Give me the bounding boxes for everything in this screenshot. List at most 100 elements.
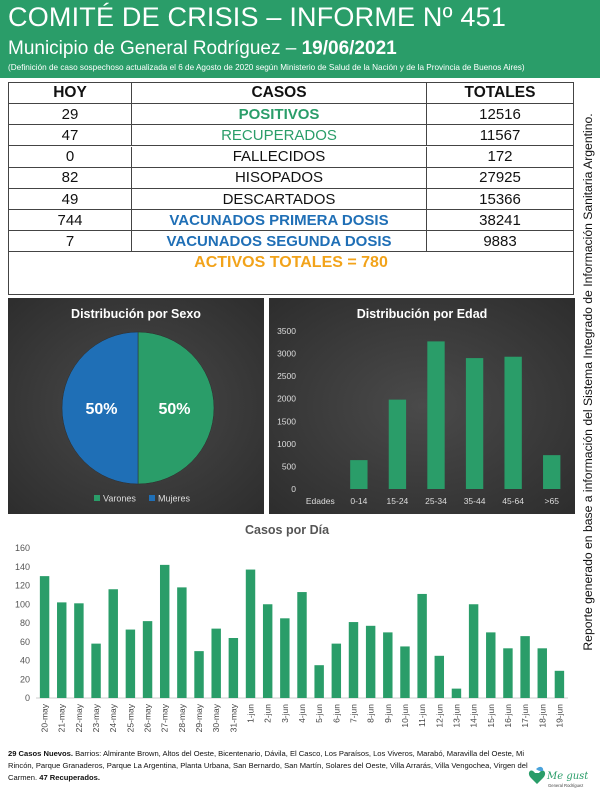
row-case-label: FALLECIDOS [132, 146, 427, 167]
report-header: COMITÉ DE CRISIS – INFORME Nº 451 Munici… [0, 0, 600, 78]
daily-bar [177, 587, 187, 698]
daily-bar [348, 622, 359, 698]
age-distribution-panel: Distribución por Edad 0 500 1000 1500 2000 250… [269, 298, 575, 514]
daily-date-label: 16-jun [503, 704, 513, 728]
daily-date-label: 9-jun [383, 704, 393, 723]
definition-note: (Definición de caso sospechoso actualiza… [8, 63, 525, 72]
row-total-value: 11567 [479, 126, 521, 144]
daily-y-tick: 60 [20, 637, 30, 647]
table-row: 0 FALLECIDOS 172 [9, 146, 573, 168]
row-case-label: POSITIVOS [132, 104, 427, 125]
daily-y-tick: 0 [25, 693, 30, 703]
daily-bar [297, 592, 307, 698]
daily-y-tick: 160 [15, 543, 30, 553]
daily-bar [400, 646, 410, 698]
age-bar [465, 358, 484, 489]
daily-date-label: 13-jun [451, 704, 461, 728]
daily-bar [262, 604, 273, 698]
daily-bar [74, 603, 84, 698]
daily-date-label: 28-may [177, 703, 187, 732]
age-y-tick: 3500 [277, 326, 296, 336]
age-y-tick: 2500 [277, 371, 296, 381]
daily-date-label: 1-jun [246, 704, 256, 723]
daily-date-label: 29-may [194, 703, 204, 732]
pie-slice-mujeres [61, 331, 139, 485]
daily-date-label: 19-jun [554, 704, 564, 728]
row-hoy-value: 49 [9, 189, 132, 209]
age-y-tick: 3000 [277, 349, 296, 359]
footer-new-cases: 29 Casos Nuevos. [8, 749, 73, 758]
pie-data-label: 50% [158, 401, 190, 418]
daily-bar [365, 625, 376, 698]
daily-date-label: 26-may [143, 703, 153, 732]
daily-date-label: 8-jun [366, 704, 376, 723]
report-subtitle: Municipio de General Rodríguez – 19/06/2… [8, 38, 397, 60]
subtitle-municipio: Municipio de General Rodríguez – [8, 38, 302, 59]
age-chart-title: Distribución por Edad [357, 307, 488, 321]
age-bar [543, 455, 561, 489]
age-bar [350, 460, 368, 489]
age-category-label: 0-14 [350, 496, 367, 506]
daily-date-label: 14-jun [469, 704, 479, 728]
age-category-label: 35-44 [464, 496, 486, 506]
table-row: 7 VACUNADOS SEGUNDA DOSIS 9883 [9, 231, 573, 253]
row-total-value: 38241 [479, 211, 521, 229]
age-bar [504, 356, 522, 489]
cases-table: HOY CASOS TOTALES 29 POSITIVOS 12516 47 RECUPER… [8, 82, 574, 295]
row-hoy-value: 82 [9, 167, 132, 188]
row-hoy-value: 29 [9, 104, 132, 125]
age-first-label: Edades [306, 496, 335, 506]
daily-date-label: 10-jun [400, 704, 410, 728]
daily-date-label: 17-jun [520, 704, 530, 728]
daily-date-label: 3-jun [280, 704, 290, 723]
daily-y-tick: 100 [15, 599, 30, 609]
daily-date-label: 12-jun [434, 704, 444, 728]
daily-bar [228, 638, 239, 698]
daily-bar [520, 636, 530, 698]
daily-bar [245, 569, 256, 698]
daily-bar [314, 665, 324, 698]
daily-y-tick: 140 [15, 562, 30, 572]
daily-date-label: 20-may [40, 703, 50, 732]
daily-bar [417, 593, 427, 698]
daily-y-tick: 20 [20, 674, 30, 684]
legend-swatch-varones [94, 495, 100, 501]
daily-cases-chart: Casos por Día 0 20 40 60 80 100 120 140 160 20-may… [15, 523, 568, 732]
age-category-label: 25-34 [425, 496, 447, 506]
age-y-tick: 0 [291, 484, 296, 494]
daily-date-label: 7-jun [348, 704, 358, 723]
daily-y-tick: 80 [20, 618, 30, 628]
daily-bar [537, 648, 547, 698]
table-header-row: HOY CASOS TOTALES [9, 83, 573, 104]
daily-bar [468, 604, 479, 698]
daily-bar [194, 651, 204, 698]
age-bar [388, 399, 407, 489]
logo-heart-icon [528, 770, 546, 784]
daily-bar [451, 688, 462, 698]
daily-date-label: 2-jun [263, 704, 273, 723]
daily-y-tick: 120 [15, 581, 30, 591]
daily-bar [554, 670, 565, 698]
daily-bar [125, 629, 136, 698]
daily-date-label: 11-jun [417, 704, 427, 727]
header-totales: TOTALES [464, 84, 536, 101]
header-hoy: HOY [9, 83, 132, 103]
logo-leaf-icon [536, 766, 544, 771]
age-y-tick: 1000 [277, 439, 296, 449]
daily-bar [57, 602, 67, 698]
row-hoy-value: 0 [9, 146, 132, 167]
side-note-text: Reporte generado en base a información d… [581, 113, 595, 650]
daily-bar [211, 628, 221, 698]
logo-name: Me gusta [546, 771, 588, 782]
daily-bar [280, 618, 290, 698]
report-date: 19/06/2021 [301, 38, 397, 59]
daily-cases-panel: Casos por Día 0 20 40 60 80 100 120 140 160 20-may… [0, 516, 574, 746]
row-hoy-value: 47 [9, 125, 132, 146]
active-total-row: ACTIVOS TOTALES = 780 [9, 253, 573, 274]
daily-date-label: 5-jun [314, 704, 324, 723]
age-category-label: 15-24 [387, 496, 409, 506]
legend-label-mujeres: Mujeres [158, 494, 191, 504]
row-total-value: 15366 [479, 190, 521, 208]
daily-bar [331, 643, 342, 698]
me-gusta-logo: Me gusta General Rodríguez [528, 766, 588, 788]
